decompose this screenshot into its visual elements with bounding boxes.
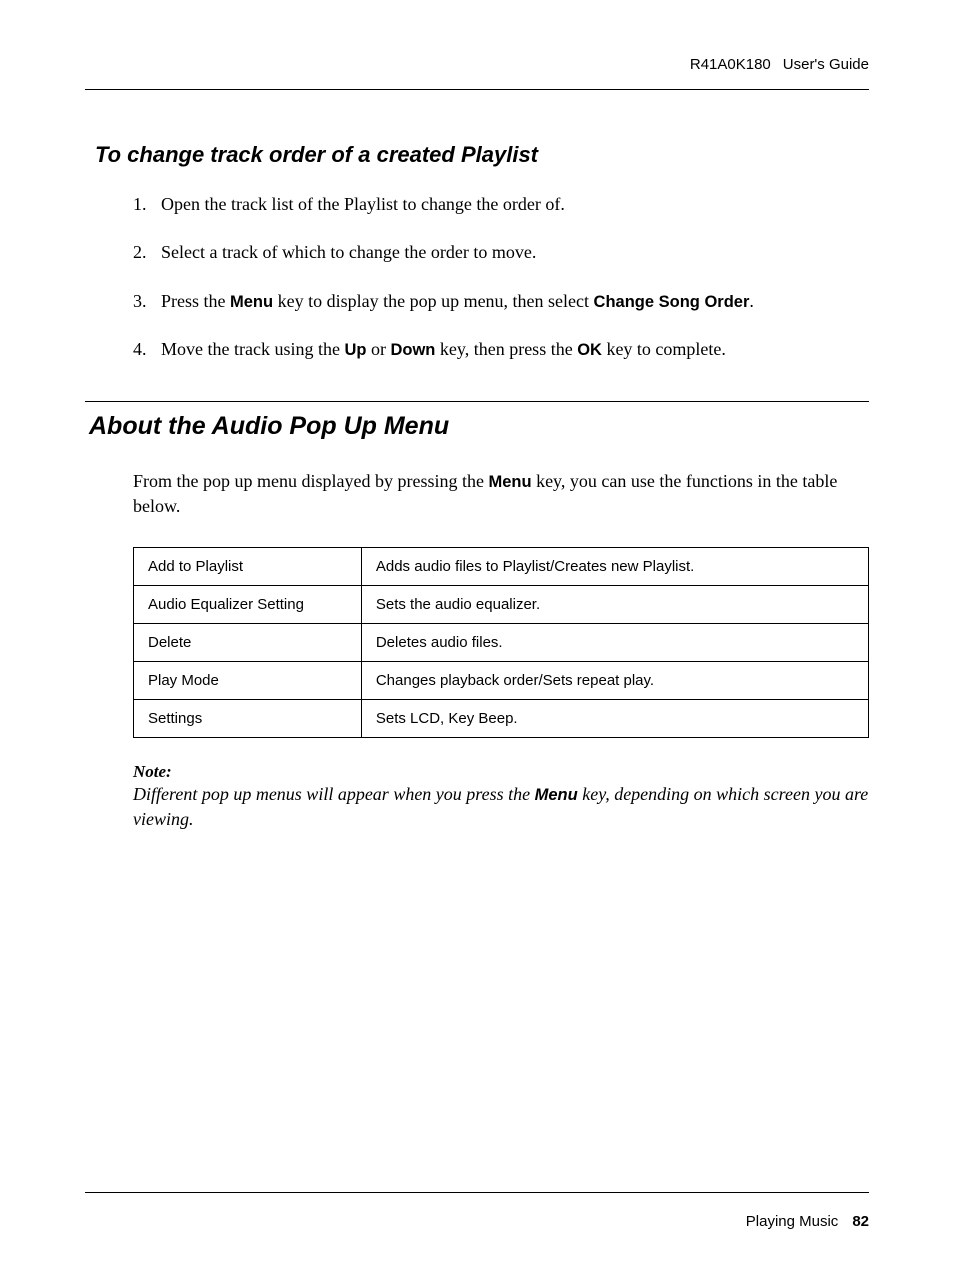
note-label: Note: [133, 762, 869, 782]
table-row: Settings Sets LCD, Key Beep. [134, 699, 869, 737]
popup-menu-table: Add to Playlist Adds audio files to Play… [133, 547, 869, 738]
table-row: Audio Equalizer Setting Sets the audio e… [134, 585, 869, 623]
step-1: 1. Open the track list of the Playlist t… [133, 192, 869, 216]
intro-frag: From the pop up menu displayed by pressi… [133, 471, 488, 491]
step-number: 1. [133, 192, 147, 216]
intro-bold: Menu [488, 473, 531, 491]
note-frag: Different pop up menus will appear when … [133, 784, 535, 804]
table-row: Add to Playlist Adds audio files to Play… [134, 547, 869, 585]
cell-desc: Changes playback order/Sets repeat play. [361, 661, 868, 699]
footer-page-number: 82 [852, 1213, 869, 1230]
step-number: 4. [133, 337, 147, 361]
step-bold: Up [344, 341, 366, 359]
step-bold: Menu [230, 293, 273, 311]
cell-name: Add to Playlist [134, 547, 362, 585]
cell-name: Audio Equalizer Setting [134, 585, 362, 623]
table-row: Delete Deletes audio files. [134, 623, 869, 661]
step-3: 3. Press the Menu key to display the pop… [133, 289, 869, 313]
section-divider [85, 401, 869, 402]
step-frag: key to display the pop up menu, then sel… [273, 291, 593, 311]
page: R41A0K180 User's Guide To change track or… [0, 0, 954, 1274]
cell-desc: Sets LCD, Key Beep. [361, 699, 868, 737]
header-doc: User's Guide [783, 56, 869, 73]
step-bold: Down [390, 341, 435, 359]
note-bold: Menu [535, 786, 578, 804]
page-footer: Playing Music 82 [85, 1192, 869, 1230]
step-frag: Move the track using the [161, 339, 344, 359]
cell-desc: Deletes audio files. [361, 623, 868, 661]
step-text: Open the track list of the Playlist to c… [161, 194, 565, 214]
section-2-title: About the Audio Pop Up Menu [89, 412, 869, 441]
step-2: 2. Select a track of which to change the… [133, 240, 869, 264]
cell-name: Delete [134, 623, 362, 661]
step-number: 2. [133, 240, 147, 264]
step-frag: or [366, 339, 390, 359]
note-body: Different pop up menus will appear when … [133, 782, 869, 832]
table-row: Play Mode Changes playback order/Sets re… [134, 661, 869, 699]
footer-chapter: Playing Music [746, 1213, 839, 1230]
section-1-title: To change track order of a created Playl… [95, 142, 869, 168]
step-text: Select a track of which to change the or… [161, 242, 536, 262]
step-bold: Change Song Order [594, 293, 750, 311]
step-frag: Press the [161, 291, 230, 311]
step-bold: OK [577, 341, 602, 359]
step-number: 3. [133, 289, 147, 313]
step-frag: key to complete. [602, 339, 726, 359]
cell-name: Play Mode [134, 661, 362, 699]
page-header: R41A0K180 User's Guide [85, 56, 869, 90]
step-4: 4. Move the track using the Up or Down k… [133, 337, 869, 361]
step-frag: . [749, 291, 754, 311]
cell-desc: Adds audio files to Playlist/Creates new… [361, 547, 868, 585]
cell-desc: Sets the audio equalizer. [361, 585, 868, 623]
cell-name: Settings [134, 699, 362, 737]
header-product: R41A0K180 [690, 56, 771, 73]
steps-list: 1. Open the track list of the Playlist t… [133, 192, 869, 361]
section-2-intro: From the pop up menu displayed by pressi… [133, 469, 869, 519]
step-frag: key, then press the [435, 339, 577, 359]
